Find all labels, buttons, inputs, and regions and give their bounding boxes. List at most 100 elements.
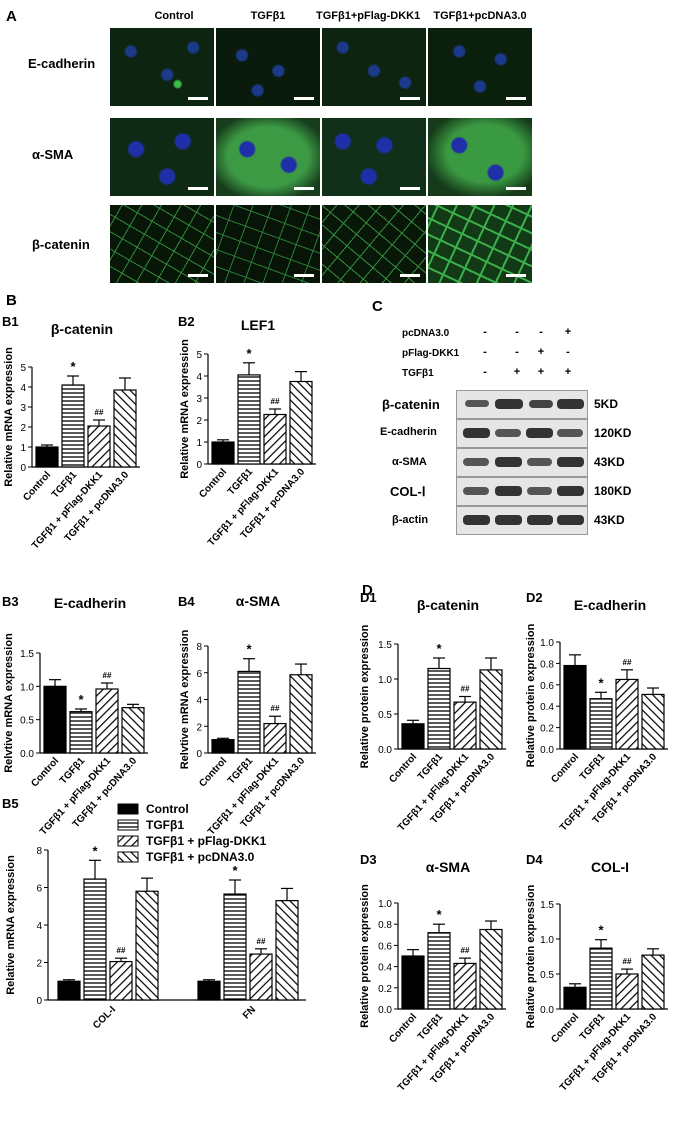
blot-protein-beta-catenin: β-catenin <box>382 397 440 412</box>
y-tick-label: 2 <box>20 423 26 434</box>
treatment-label-dkk1: pFlag-DKK1 <box>402 348 460 359</box>
y-tick-label: 3 <box>196 394 202 405</box>
bar-tgf-1-pcdna3-0 <box>289 674 313 754</box>
blot-e-cadherin <box>456 419 588 448</box>
significance-hash: ## <box>257 937 266 946</box>
blot-kd-beta-catenin: 5KD <box>594 397 619 411</box>
x-tick-label: Control <box>29 755 61 789</box>
bar-tgf-1 <box>427 932 451 1010</box>
x-tick-label: Control <box>549 1011 581 1045</box>
y-tick-label: 0 <box>20 463 26 474</box>
bar-tgf-1-pcdna3-0 <box>641 954 665 1010</box>
bar-tgf-1-pflag-dkk1 <box>615 678 639 750</box>
legend-swatch <box>117 851 139 863</box>
y-tick-label: 0.8 <box>378 920 392 931</box>
y-tick-label: 3 <box>20 403 26 414</box>
chart-title: β-catenin <box>417 597 479 613</box>
y-tick-label: 1.0 <box>378 675 392 686</box>
y-tick-label: 5 <box>196 350 202 361</box>
y-tick-label: 0.0 <box>540 1005 554 1016</box>
bar-tgf-1 <box>69 711 93 754</box>
bar-fn-control <box>197 980 221 1001</box>
bar-tgf-1 <box>427 667 451 750</box>
y-axis-label: Relative mRNA expression <box>5 855 17 995</box>
sign: - <box>483 346 487 358</box>
column-header-tgfb1-dkk1: TGFβ1+pFlag-DKK1 <box>316 10 421 22</box>
sign: + <box>537 346 545 358</box>
x-tick-label: Control <box>549 751 581 785</box>
chart-b1: B1 β-catenin 0 1 2 3 4 5 Relative mRNA expressio… <box>2 314 140 552</box>
micrograph-e-cadherin-control <box>110 28 214 106</box>
significance-hash: ## <box>461 946 470 955</box>
significance-star: * <box>78 692 84 707</box>
micrograph-beta-catenin-tgfb1 <box>216 205 320 283</box>
legend-swatch <box>117 803 139 815</box>
significance-star: * <box>598 675 604 690</box>
significance-hash: ## <box>623 658 632 667</box>
sign: - <box>539 326 543 338</box>
chart-title: LEF1 <box>241 317 275 333</box>
y-tick-label: 0.0 <box>378 745 392 756</box>
micrograph-e-cadherin-tgfb1 <box>216 28 320 106</box>
y-axis-label: Relative mRNA expression <box>3 347 15 487</box>
chart-title: COL-I <box>591 859 629 875</box>
panel-c-letter: C <box>372 298 383 315</box>
chart-title: E-cadherin <box>574 597 646 613</box>
chart-title: α-SMA <box>426 859 470 875</box>
bar-tgf-1-pcdna3-0 <box>479 669 503 750</box>
blot-beta-actin <box>456 506 588 535</box>
y-tick-label: 1.5 <box>378 640 392 651</box>
treatment-label-tgfb1: TGFβ1 <box>402 368 434 379</box>
y-tick-label: 4 <box>36 921 42 932</box>
blot-kd-col-i: 180KD <box>594 484 632 498</box>
bar-tgf-1-pcdna3-0 <box>289 380 313 465</box>
micrograph-beta-catenin-dkk1 <box>322 205 426 283</box>
bar-tgf-1 <box>237 374 261 465</box>
chart-title: β-catenin <box>51 321 113 337</box>
significance-star: * <box>232 863 238 878</box>
significance-hash: ## <box>117 946 126 955</box>
x-tick-label: Control <box>387 1011 419 1045</box>
y-tick-label: 0.2 <box>378 984 392 995</box>
bar-control <box>563 986 587 1010</box>
y-tick-label: 1.0 <box>540 935 554 946</box>
bar-tgf-1-pflag-dkk1 <box>453 962 477 1010</box>
bar-col-i-tgf-1-pflag-dkk1 <box>109 960 133 1001</box>
bar-control <box>211 739 235 754</box>
x-tick-label: Control <box>197 755 229 789</box>
legend-label: TGFβ1 + pcDNA3.0 <box>146 850 255 864</box>
x-tick-label: Control <box>21 469 53 503</box>
bar-tgf-1 <box>589 698 613 750</box>
bar-col-i-tgf-1 <box>83 878 107 1001</box>
y-tick-label: 4 <box>196 372 202 383</box>
y-tick-label: 4 <box>20 383 26 394</box>
column-header-control: Control <box>154 10 194 22</box>
sign: + <box>537 366 545 378</box>
bar-fn-tgf-1 <box>223 893 247 1001</box>
bar-fn-tgf-1-pflag-dkk1 <box>249 953 273 1001</box>
y-tick-label: 0.6 <box>540 681 554 692</box>
bar-col-i-control <box>57 980 81 1001</box>
micrograph-alpha-sma-dkk1 <box>322 118 426 196</box>
bar-tgf-1-pcdna3-0 <box>121 707 145 754</box>
sign: + <box>564 326 572 338</box>
y-axis-label: Relative protein expression <box>359 624 371 768</box>
chart-b5: B5 0 2 4 6 8 Relative mRNA expression * ## COL-I *… <box>2 796 306 1030</box>
y-tick-label: 0 <box>196 460 202 471</box>
significance-star: * <box>92 843 98 858</box>
legend-swatch <box>117 835 139 847</box>
bar-control <box>43 685 67 754</box>
legend-label: Control <box>146 802 189 816</box>
y-tick-label: 5 <box>20 363 26 374</box>
significance-star: * <box>598 923 604 938</box>
legend-label: TGFβ1 + pFlag-DKK1 <box>146 834 267 848</box>
chart-b4: B4 α-SMA 0 2 4 6 8 Relvtive mRNA expression Cont… <box>178 593 316 838</box>
panel-sub-letter: B2 <box>178 314 195 329</box>
y-tick-label: 4 <box>196 696 202 707</box>
chart-d1: D1 β-catenin 0.0 0.5 1.0 1.5 Relative protein … <box>359 590 506 834</box>
y-tick-label: 1.0 <box>540 638 554 649</box>
y-axis-label: Relative protein expression <box>359 884 371 1028</box>
sign: + <box>513 366 521 378</box>
sign: - <box>566 346 570 358</box>
